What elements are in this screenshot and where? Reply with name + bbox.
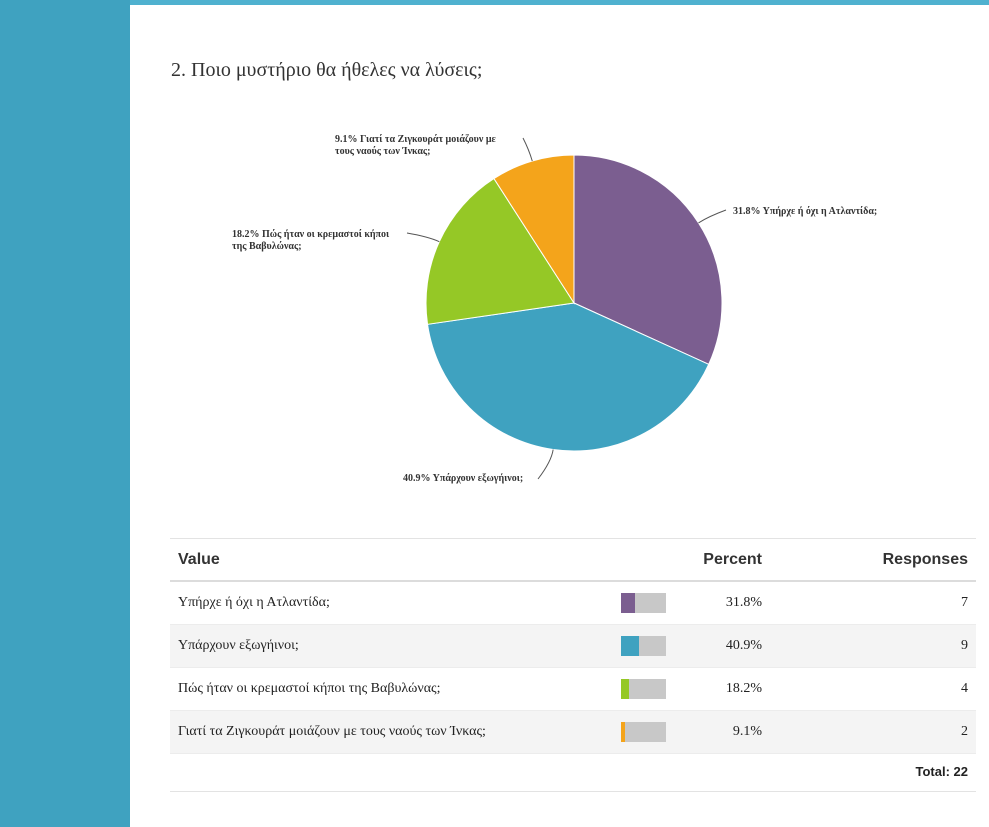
row-responses: 9 — [770, 624, 976, 668]
leader-line — [537, 449, 554, 480]
row-value: Υπήρχε ή όχι η Ατλαντίδα; — [170, 581, 603, 625]
results-table: Value Percent Responses Υπήρχε ή όχι η Α… — [170, 538, 976, 792]
percent-bar — [621, 593, 666, 613]
label-aliens: 40.9% Υπάρχουν εξωγήινοι; — [403, 472, 523, 484]
total-row: Total: 22 — [170, 753, 976, 792]
row-percent: 40.9% — [674, 624, 770, 668]
percent-bar-fill — [621, 679, 630, 699]
percent-bar-fill — [621, 722, 626, 742]
pie-chart: 31.8% Υπήρχε ή όχι η Ατλαντίδα; 40.9% Υπά… — [232, 134, 877, 484]
leader-line — [698, 209, 727, 224]
label-atlantis: 31.8% Υπήρχε ή όχι η Ατλαντίδα; — [733, 205, 877, 217]
row-value: Πώς ήταν οι κρεμαστοί κήποι της Βαβυλώνα… — [170, 667, 603, 711]
percent-bar-fill — [621, 636, 640, 656]
slice-babylon-gardens — [425, 177, 575, 325]
label-ziggurats: 9.1% Γιατί τα Ζιγκουράτ μοιάζουν με τους … — [335, 134, 497, 157]
row-percent: 9.1% — [674, 710, 770, 754]
leader-line — [522, 137, 533, 162]
table-row: Γιατί τα Ζιγκουράτ μοιάζουν με τους ναού… — [170, 710, 976, 754]
question-title: 2. Ποιο μυστήριο θα ήθελες να λύσεις; — [171, 59, 483, 81]
total-responses: Total: 22 — [915, 764, 969, 779]
row-percent: 31.8% — [674, 581, 770, 625]
percent-bar — [621, 722, 666, 742]
percent-bar — [621, 636, 666, 656]
percent-bar — [621, 679, 666, 699]
slice-ziggurats — [493, 154, 575, 305]
label-babylon-gardens: 18.2% Πώς ήταν οι κρεμαστοί κήποι της Βαβ… — [232, 228, 390, 252]
header-bar — [603, 538, 674, 582]
top-accent-bar — [130, 0, 989, 5]
percent-bar-fill — [621, 593, 636, 613]
leader-line — [406, 232, 440, 243]
header-value: Value — [170, 538, 603, 582]
table-header-row: Value Percent Responses — [170, 538, 976, 582]
table-row: Υπήρχε ή όχι η Ατλαντίδα; 31.8% 7 — [170, 581, 976, 625]
row-responses: 2 — [770, 710, 976, 754]
row-percent: 18.2% — [674, 667, 770, 711]
table-row: Υπάρχουν εξωγήινοι; 40.9% 9 — [170, 624, 976, 668]
header-responses: Responses — [770, 538, 976, 582]
left-sidebar — [0, 0, 130, 827]
table-row: Πώς ήταν οι κρεμαστοί κήποι της Βαβυλώνα… — [170, 667, 976, 711]
row-responses: 4 — [770, 667, 976, 711]
row-value: Υπάρχουν εξωγήινοι; — [170, 624, 603, 668]
row-responses: 7 — [770, 581, 976, 625]
header-percent: Percent — [674, 538, 770, 582]
row-value: Γιατί τα Ζιγκουράτ μοιάζουν με τους ναού… — [170, 710, 603, 754]
